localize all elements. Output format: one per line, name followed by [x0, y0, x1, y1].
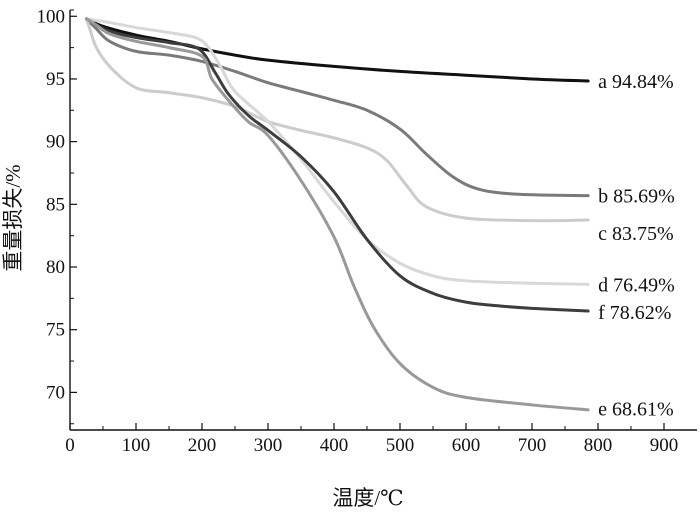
series-end-labels: a 94.84% b 85.69% c 83.75% d 76.49% f 78.62%… — [598, 71, 675, 421]
series-lines — [85, 17, 590, 412]
x-tick-label: 200 — [188, 435, 217, 456]
series-end-label-f: f 78.62% — [598, 302, 671, 324]
x-tick-label: 700 — [518, 435, 547, 456]
series-end-label-a: a 94.84% — [598, 71, 674, 93]
y-tick-label: 70 — [46, 382, 65, 403]
y-tick-label: 85 — [46, 194, 65, 215]
series-end-label-d: d 76.49% — [598, 275, 675, 297]
x-tick-label: 300 — [254, 435, 283, 456]
series-line-c — [85, 17, 590, 223]
x-tick-label: 500 — [386, 435, 415, 456]
series-line-e — [85, 17, 590, 412]
x-tick-label: 0 — [65, 435, 75, 456]
x-tick-label: 900 — [650, 435, 679, 456]
series-line-f — [85, 17, 590, 313]
x-tick-label: 400 — [320, 435, 349, 456]
y-tick-label: 75 — [46, 320, 65, 341]
series-end-label-c: c 83.75% — [598, 223, 674, 245]
series-line-a — [85, 17, 590, 83]
y-ticks: 70 75 80 85 90 95 100 — [37, 6, 77, 425]
series-line-d — [85, 17, 590, 286]
axes — [69, 9, 697, 431]
y-tick-label: 80 — [46, 257, 65, 278]
x-tick-label: 600 — [452, 435, 481, 456]
series-line-b — [85, 17, 590, 198]
x-tick-label: 100 — [122, 435, 151, 456]
x-ticks: 0 100 200 300 400 500 600 700 800 900 — [65, 423, 678, 456]
series-end-label-b: b 85.69% — [598, 186, 675, 208]
x-tick-label: 800 — [584, 435, 613, 456]
y-tick-label: 95 — [46, 69, 65, 90]
y-tick-label: 100 — [37, 6, 66, 27]
y-axis-title: 重量损失/% — [1, 164, 25, 271]
y-tick-label: 90 — [46, 132, 65, 153]
x-axis-title: 温度/℃ — [332, 486, 403, 510]
series-end-label-e: e 68.61% — [598, 399, 674, 421]
